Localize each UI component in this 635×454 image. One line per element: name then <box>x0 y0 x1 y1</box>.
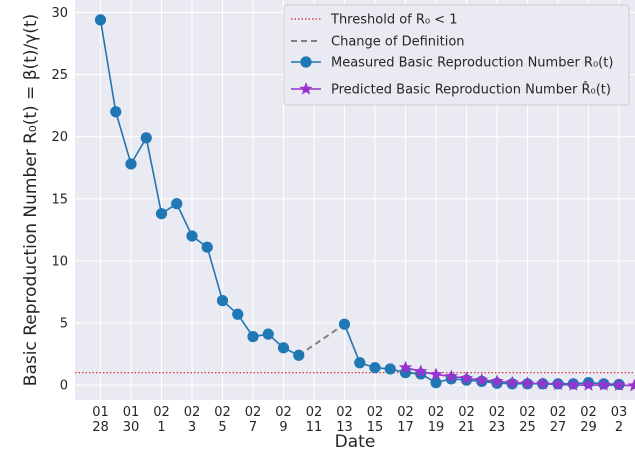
x-tick-label-day: 25 <box>519 420 536 435</box>
measured-point <box>354 357 366 369</box>
x-tick-label-day: 17 <box>397 420 414 435</box>
measured-point <box>201 241 213 253</box>
predicted-point <box>566 378 580 391</box>
y-tick-label: 20 <box>51 130 68 145</box>
predicted-point <box>612 378 626 391</box>
y-tick-label: 15 <box>51 192 68 207</box>
x-tick-label-month: 02 <box>306 405 323 420</box>
y-tick-label: 25 <box>51 68 68 83</box>
predicted-line <box>405 366 635 387</box>
predicted-point <box>490 374 504 388</box>
predicted-point <box>520 376 535 389</box>
predicted-point <box>459 371 474 384</box>
predicted-point <box>551 377 565 391</box>
legend-label: Threshold of R₀ < 1 <box>330 13 458 28</box>
legend-box <box>283 4 630 106</box>
x-tick-label-day: 21 <box>458 420 475 435</box>
predicted-point <box>536 376 550 390</box>
measured-point <box>125 158 137 170</box>
measured-point <box>171 198 183 210</box>
measured-point <box>155 208 168 220</box>
predicted-point <box>429 367 443 381</box>
measured-point <box>369 362 381 374</box>
y-tick-label: 30 <box>51 6 68 21</box>
legend-label: Measured Basic Reproduction Number R₀(t) <box>331 56 613 71</box>
measured-point <box>247 331 259 343</box>
predicted-point <box>627 378 635 392</box>
x-tick-label-month: 02 <box>550 405 567 420</box>
x-tick-label-day: 1 <box>157 420 165 435</box>
predicted-point <box>398 360 413 374</box>
x-tick-label-day: 7 <box>249 420 257 435</box>
y-axis-label: Basic Reproduction Number R₀(t) = β(t)/γ… <box>21 14 41 386</box>
measured-point <box>110 106 122 118</box>
y-tick-label: 10 <box>51 254 68 269</box>
legend-swatch-predicted-marker <box>299 82 313 95</box>
x-tick-label-day: 3 <box>188 420 196 435</box>
x-tick-label-month: 02 <box>489 405 506 420</box>
x-tick-label-day: 15 <box>367 420 384 435</box>
x-tick-label-day: 5 <box>218 420 226 435</box>
measured-point <box>140 132 152 144</box>
x-tick-label-day: 19 <box>428 420 445 435</box>
x-tick-label-day: 11 <box>306 420 323 435</box>
x-tick-label-month: 02 <box>245 405 262 420</box>
y-tick-label: 5 <box>60 316 68 331</box>
measured-point <box>338 318 351 330</box>
x-tick-label-month: 02 <box>367 405 384 420</box>
x-tick-label-month: 02 <box>519 405 536 420</box>
measured-point <box>277 342 290 354</box>
x-tick-labels: 0128013002102302502702902110213021502170… <box>92 405 627 435</box>
predicted-point <box>597 378 611 391</box>
x-tick-label-day: 27 <box>550 420 567 435</box>
measured-point <box>232 308 244 320</box>
measured-point <box>384 363 396 375</box>
measured-point <box>216 295 229 307</box>
x-tick-label-day: 29 <box>580 420 597 435</box>
measured-point <box>430 377 442 389</box>
x-tick-label-month: 02 <box>428 405 445 420</box>
x-tick-label-day: 2 <box>615 420 623 435</box>
series-marks <box>94 14 635 392</box>
measured-point <box>293 349 305 361</box>
x-tick-label-day: 28 <box>92 420 109 435</box>
predicted-point <box>475 373 489 386</box>
y-tick-labels: 0 5 10 15 20 25 30 <box>51 6 68 394</box>
x-tick-label-day: 9 <box>279 420 287 435</box>
x-tick-label-month: 02 <box>397 405 414 420</box>
x-tick-label-month: 01 <box>92 405 109 420</box>
x-tick-label-month: 02 <box>580 405 597 420</box>
predicted-point <box>414 364 428 378</box>
x-tick-label-month: 02 <box>275 405 292 420</box>
x-axis-label: Date <box>335 432 376 452</box>
legend-label: Change of Definition <box>331 35 465 50</box>
x-tick-label-month: 01 <box>123 405 140 420</box>
x-tick-label-month: 02 <box>336 405 353 420</box>
x-tick-label-month: 02 <box>214 405 231 420</box>
x-tick-label-day: 23 <box>489 420 506 435</box>
x-tick-label-month: 03 <box>611 405 628 420</box>
x-tick-label-day: 30 <box>123 420 140 435</box>
x-tick-label-day: 13 <box>336 420 353 435</box>
predicted-point <box>505 375 519 389</box>
predicted-point <box>444 369 458 383</box>
x-tick-label-month: 02 <box>153 405 170 420</box>
legend: Threshold of R₀ < 1 Change of Definition M… <box>283 4 630 106</box>
x-tick-label-month: 02 <box>184 405 201 420</box>
legend-swatch-measured-marker <box>300 56 312 68</box>
legend-label: Predicted Basic Reproduction Number R̂₀(… <box>331 82 611 97</box>
x-tick-label-month: 02 <box>458 405 475 420</box>
grid <box>75 0 635 400</box>
measured-point <box>186 230 198 242</box>
measured-point <box>94 14 107 26</box>
measured-point <box>262 328 274 340</box>
predicted-point <box>581 378 596 391</box>
y-tick-label: 0 <box>60 379 68 394</box>
